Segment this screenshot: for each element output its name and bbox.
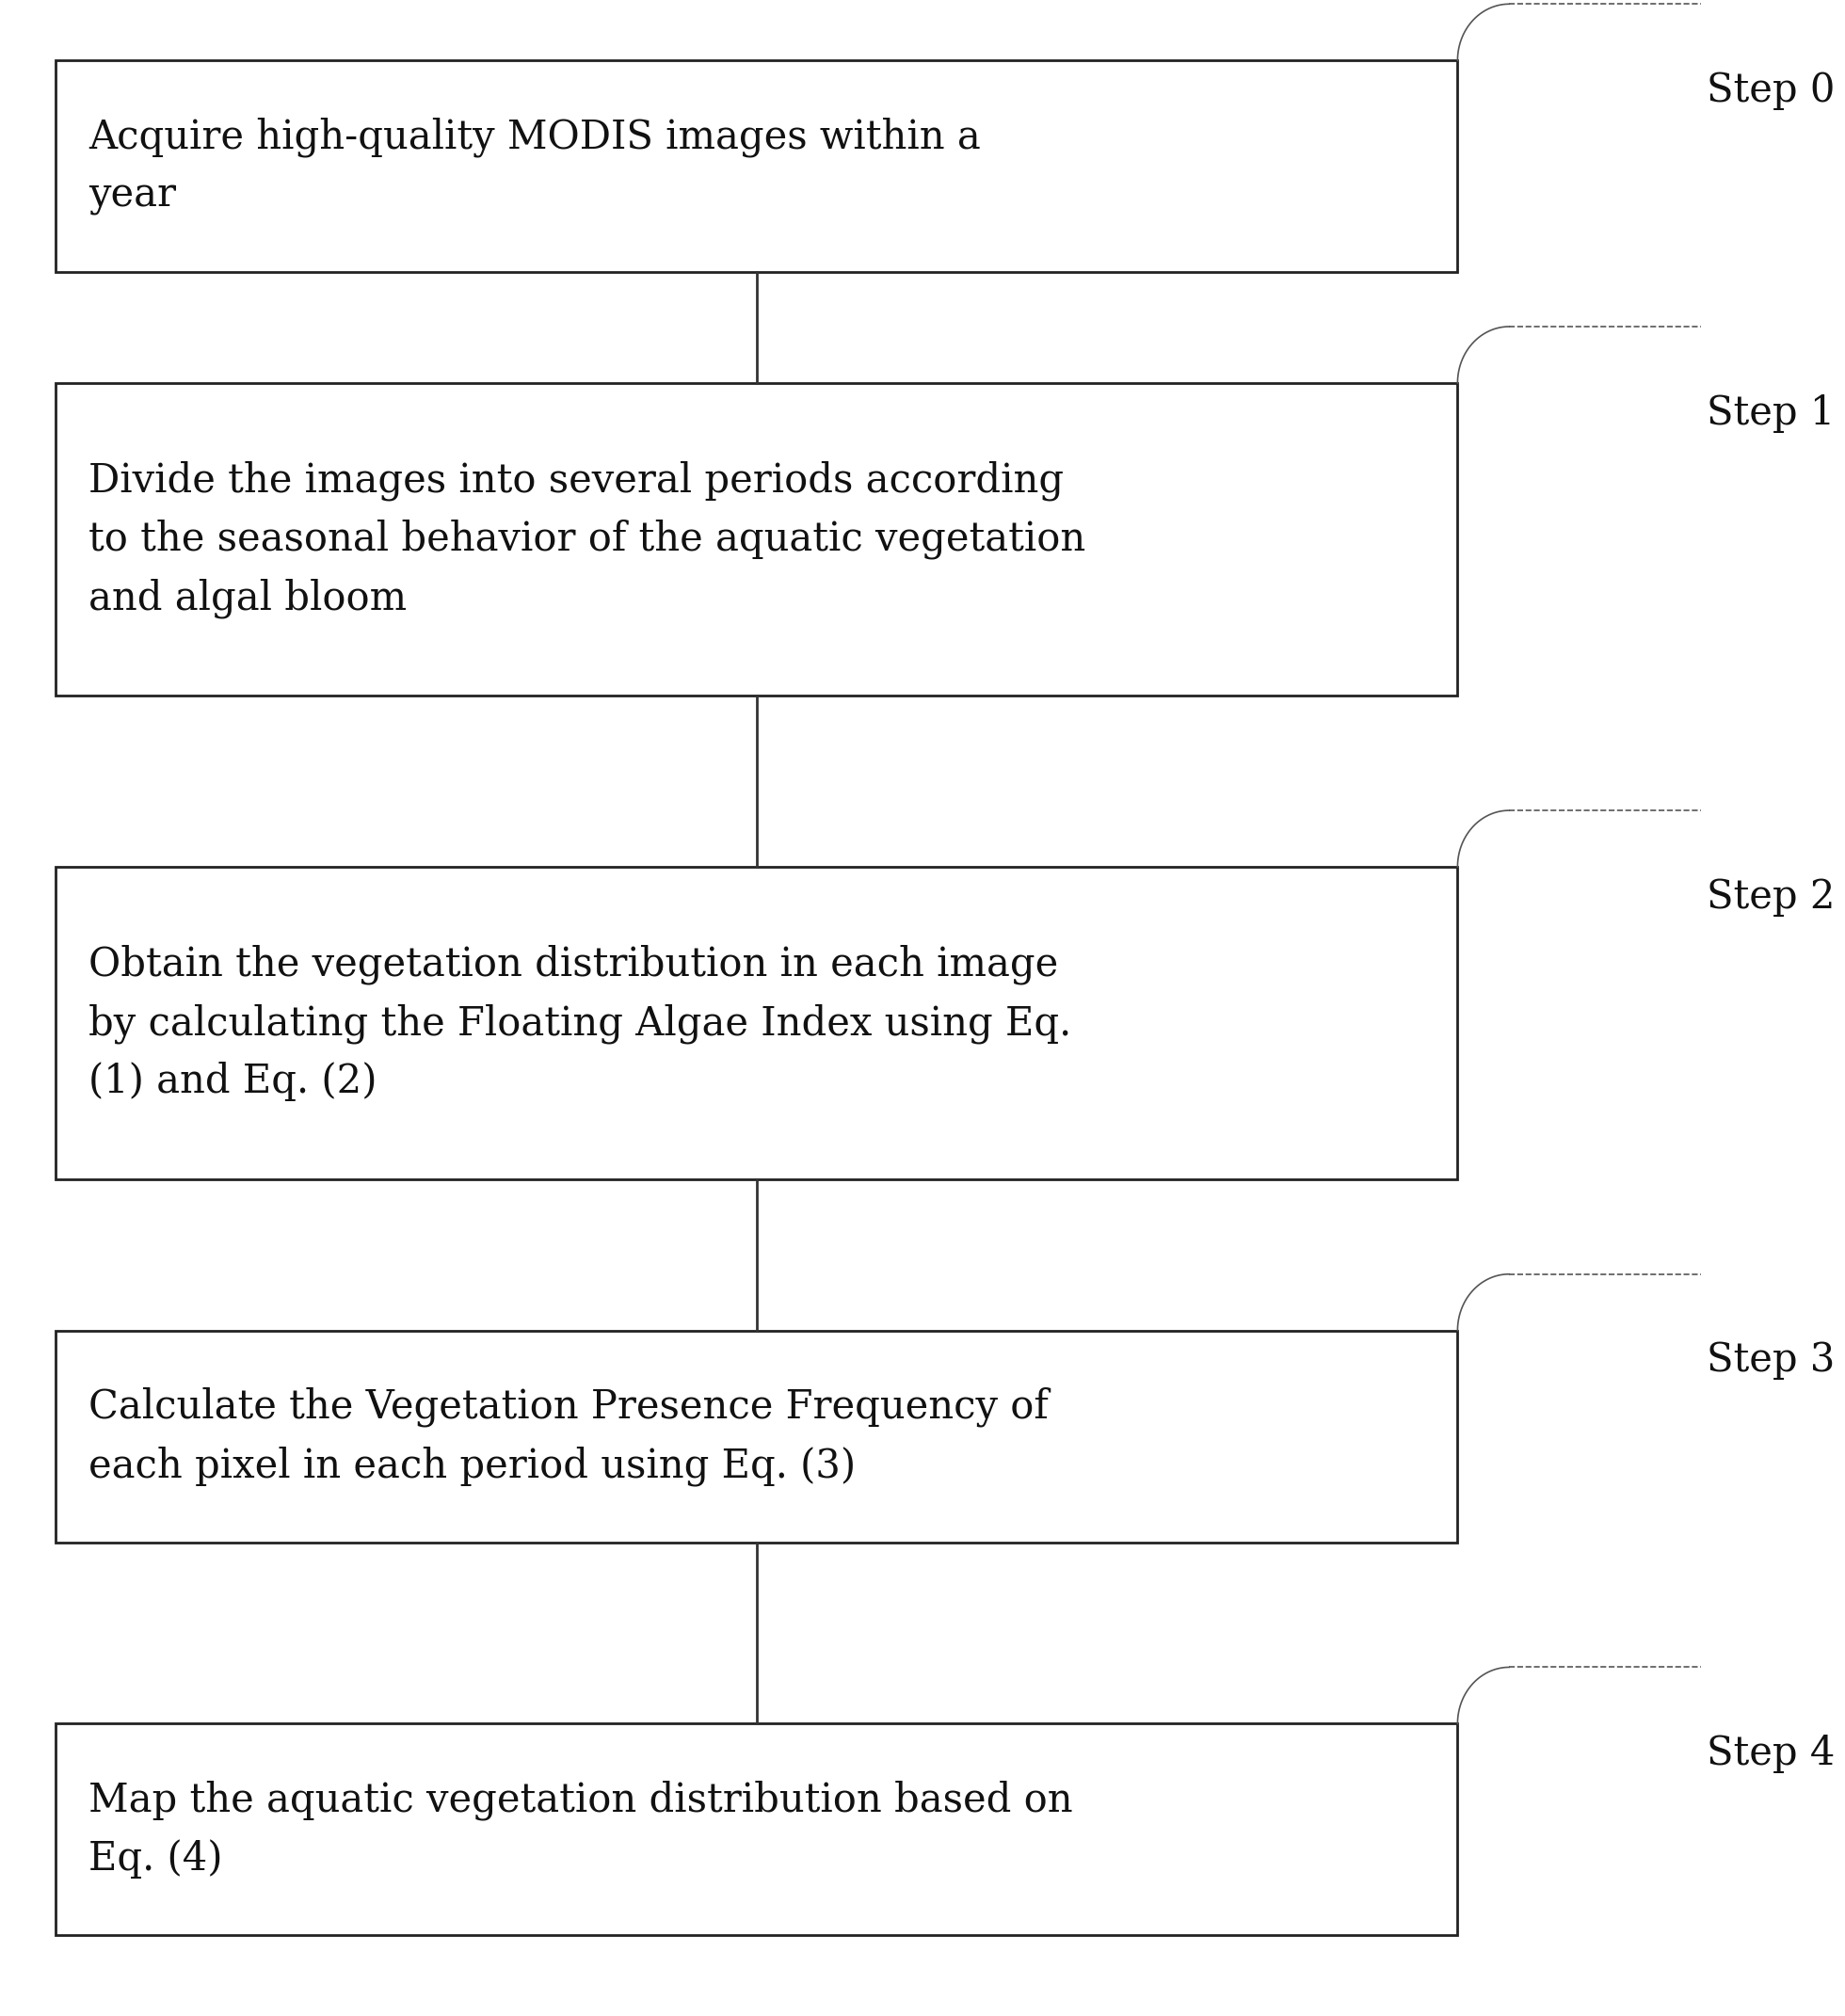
Bar	[55, 867, 1458, 1179]
Bar	[55, 1331, 1458, 1542]
Text: Map the aquatic vegetation distribution based on
Eq. (4): Map the aquatic vegetation distribution …	[89, 1780, 1072, 1879]
Text: Step 3: Step 3	[1707, 1341, 1836, 1381]
Text: Divide the images into several periods according
to the seasonal behavior of the: Divide the images into several periods a…	[89, 460, 1085, 619]
Text: Acquire high-quality MODIS images within a
year: Acquire high-quality MODIS images within…	[89, 117, 982, 216]
Bar	[55, 60, 1458, 272]
Text: Obtain the vegetation distribution in each image
by calculating the Floating Alg: Obtain the vegetation distribution in ea…	[89, 946, 1072, 1101]
Text: Step 0: Step 0	[1707, 71, 1836, 111]
Text: Step 1: Step 1	[1707, 393, 1836, 433]
Bar	[55, 1724, 1458, 1935]
Text: Step 2: Step 2	[1707, 877, 1836, 917]
Bar	[55, 383, 1458, 696]
Text: Calculate the Vegetation Presence Frequency of
each pixel in each period using E: Calculate the Vegetation Presence Freque…	[89, 1387, 1048, 1486]
Text: Step 4: Step 4	[1707, 1734, 1836, 1774]
